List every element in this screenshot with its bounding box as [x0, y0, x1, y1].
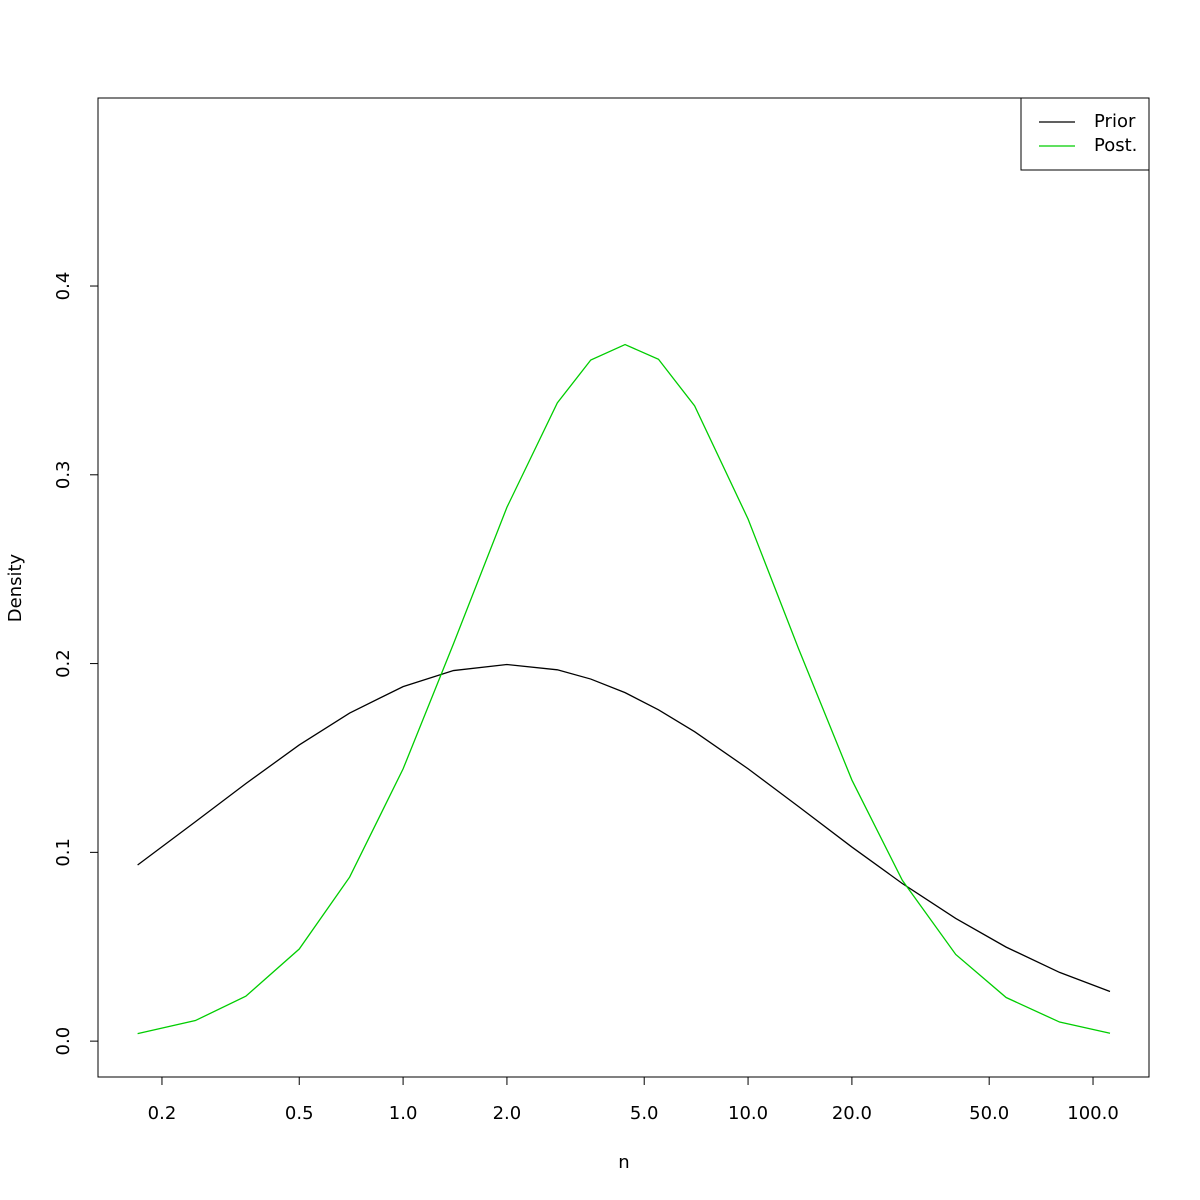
y-tick-label: 0.1: [53, 838, 74, 867]
y-axis-title: Density: [5, 553, 26, 622]
y-tick-label: 0.3: [53, 460, 74, 489]
x-tick-label: 0.5: [285, 1103, 314, 1124]
x-tick-label: 1.0: [389, 1103, 418, 1124]
line: [137, 663, 1111, 993]
y-tick-label: 0.0: [53, 1027, 74, 1056]
legend-box: [1020, 97, 1150, 171]
y-tick-label: 0.4: [53, 272, 74, 301]
x-tick-label: 0.2: [148, 1103, 177, 1124]
legend-label: Post.: [1094, 135, 1137, 156]
plot-frame: [97, 97, 1150, 1078]
x-tick-label: 100.0: [1067, 1103, 1119, 1124]
x-axis-title: n: [618, 1152, 629, 1173]
x-tick-label: 10.0: [728, 1103, 768, 1124]
x-tick-label: 5.0: [630, 1103, 659, 1124]
x-tick-label: 20.0: [832, 1103, 872, 1124]
x-tick-label: 50.0: [969, 1103, 1009, 1124]
y-tick-label: 0.2: [53, 649, 74, 678]
legend-label: Prior: [1094, 111, 1136, 132]
x-tick-label: 2.0: [493, 1103, 522, 1124]
line: [137, 343, 1111, 1035]
